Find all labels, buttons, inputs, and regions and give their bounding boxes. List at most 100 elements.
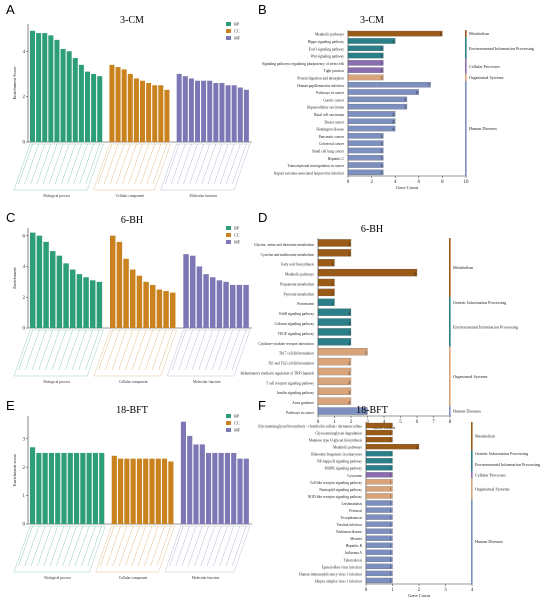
bar-bp [86, 452, 92, 524]
y-tick-label: 2 [23, 466, 26, 471]
bar [365, 570, 393, 577]
category-label-guide [137, 525, 153, 567]
category-label: VEGF signaling pathway [277, 332, 314, 336]
category-label-guide [51, 329, 67, 371]
category-label: Lysosome [347, 474, 362, 478]
bar-mf [207, 80, 213, 142]
category-label: Pyruvate metabolism [284, 292, 315, 296]
category-label: Insulin signaling pathway [277, 391, 314, 395]
bar [317, 348, 368, 356]
category-label-guide [206, 525, 222, 567]
bar-mf [196, 266, 203, 328]
x-tick-label: 4 [471, 588, 474, 593]
bar [365, 563, 393, 570]
class-strip [471, 478, 473, 500]
category-label-guide [158, 329, 173, 371]
category-label-guide [125, 525, 140, 567]
category-label: Colorectal cancer [319, 142, 345, 146]
bar-cc [130, 458, 136, 524]
category-label-guide [200, 525, 216, 567]
category-label: Mannose type O-glycan biosynthesis [309, 439, 363, 443]
x-tick-label: 4 [394, 180, 397, 185]
category-label: Cytokine-cytokine receptor interaction [258, 342, 314, 346]
bar [317, 259, 335, 267]
category-label-guide [24, 525, 40, 567]
legend-swatch-bp [226, 414, 231, 418]
bar [317, 328, 352, 336]
legend-label-cc: CC [234, 29, 240, 34]
class-label: Organismal Systems [453, 374, 488, 379]
y-tick-label: 6 [23, 234, 26, 239]
category-label-guide [231, 329, 247, 371]
category-label-guide [181, 525, 197, 567]
bar [365, 458, 393, 464]
class-strip [449, 238, 451, 298]
bar-cc [150, 284, 156, 328]
bar-value-label: 2 [348, 243, 350, 247]
category-label-guide [185, 329, 200, 371]
y-tick-label: 0 [23, 327, 26, 332]
bar-bp [36, 235, 43, 328]
bar [317, 249, 352, 257]
group-outline [13, 329, 104, 377]
category-label-guide [232, 525, 247, 567]
bar-cc [149, 458, 155, 524]
bar-value-label: 4 [392, 113, 394, 117]
bar [347, 140, 384, 146]
bar-bp [48, 452, 55, 524]
bar [317, 268, 418, 277]
bar-bp [56, 255, 63, 328]
class-label: Cellular Processes [469, 64, 500, 69]
bar-bp [97, 76, 103, 142]
class-label: Metabolism [469, 31, 490, 36]
category-label: Tight junction [324, 69, 345, 73]
category-label: Herpes simplex virus 1 infection [315, 579, 362, 583]
bar-mf [187, 435, 193, 524]
bar-bp [54, 39, 60, 143]
bar-value-label: 1 [390, 551, 392, 555]
group-label: Molecular function [193, 380, 221, 384]
legend-swatch-mf [226, 428, 231, 432]
legend-label-mf: MF [234, 240, 241, 245]
category-label: Cysteine and methionine metabolism [261, 253, 315, 257]
category-label-guide [122, 143, 137, 185]
bar-value-label: 3 [381, 76, 383, 80]
bar [365, 535, 393, 541]
bar-bp [90, 280, 96, 328]
bar [347, 89, 419, 95]
bar-bp [48, 35, 54, 142]
category-label-guide [205, 329, 220, 371]
bar-value-label: 1 [390, 523, 392, 527]
bar-bp [30, 30, 36, 142]
panel-letter-e: E [6, 398, 15, 413]
legend-swatch-bp [226, 226, 231, 230]
legend-swatch-cc [226, 421, 231, 425]
x-axis-title: Gene Count [396, 185, 419, 190]
category-label-guide [97, 143, 113, 185]
class-strip [471, 450, 473, 458]
bar [317, 397, 352, 405]
class-label: Cellular Processes [475, 472, 506, 477]
bar-cc [170, 292, 176, 328]
bar-value-label: 1 [390, 459, 392, 463]
category-label: Gastric cancer [323, 98, 344, 102]
legend-label-mf: MF [234, 36, 241, 41]
category-label-guide [150, 525, 165, 567]
bar-mf [225, 85, 231, 142]
bar [317, 377, 352, 386]
bar-value-label: 1 [390, 481, 392, 485]
category-label-guide [103, 143, 119, 185]
category-label: Human papillomavirus infection [297, 84, 344, 88]
bar-value-label: 1 [390, 495, 392, 499]
category-label: MAPK signaling pathway [324, 467, 362, 471]
bar-value-label: 1 [390, 558, 392, 562]
bar-cc [115, 67, 121, 142]
category-label: Pathways in cancer [316, 91, 345, 95]
bar-bp [50, 251, 56, 328]
panel-letter-b: B [258, 2, 267, 17]
category-label: Axon guidance [292, 401, 314, 405]
bar [347, 162, 384, 168]
legend-swatch-mf [226, 240, 231, 244]
category-label-guide [56, 525, 71, 567]
category-label: ErbB signaling pathway [279, 312, 314, 316]
